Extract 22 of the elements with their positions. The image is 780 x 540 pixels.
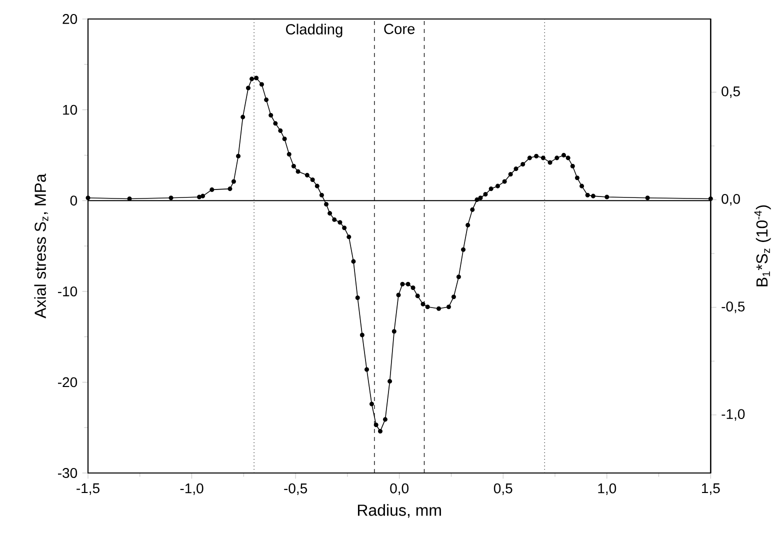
x-tick-label: -0,5	[284, 483, 308, 495]
y-tick-label: -20	[58, 377, 78, 388]
y2-tick-label: -0,5	[722, 302, 745, 314]
y2-tick-label: -1,0	[722, 409, 745, 421]
y2-tick-label: 0,5	[722, 86, 740, 98]
x-tick-label: -1,5	[76, 483, 100, 495]
x-tick-label: -1,0	[180, 483, 204, 495]
x-tick-label: 0,5	[494, 483, 512, 495]
y2-tick-label: 0,0	[722, 194, 740, 206]
x-tick-label: 0,0	[390, 483, 409, 495]
annotation: Core	[384, 24, 415, 34]
y2-axis-title: B$_{1}$*S$_{z}$ (10$^{-4}$)	[754, 205, 771, 286]
y-tick-label: 0	[70, 196, 78, 206]
y-tick-label: -10	[58, 286, 78, 296]
x-tick-label: 1,0	[598, 483, 616, 495]
annotation: Cladding	[286, 24, 342, 38]
y-tick-label: 10	[63, 104, 78, 115]
y-tick-label: 20	[62, 14, 78, 24]
y-axis-title: Axial stress S$_{z}$, MPa	[34, 174, 48, 318]
x-tick-label: 1,5	[702, 483, 720, 495]
x-axis-title: Radius, mm	[358, 504, 441, 518]
y-tick-label: -30	[58, 468, 78, 478]
